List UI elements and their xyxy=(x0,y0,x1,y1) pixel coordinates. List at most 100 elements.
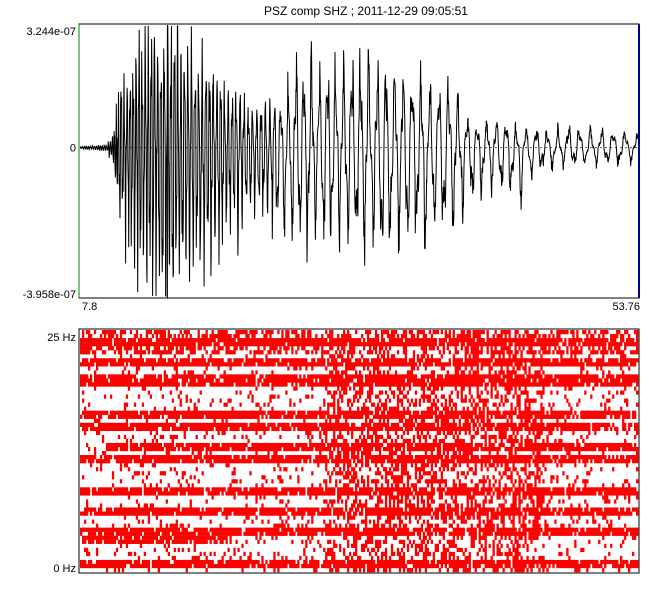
spectrogram-cell xyxy=(398,523,402,528)
spectrogram-cell xyxy=(177,410,180,415)
spectrogram-cell xyxy=(317,426,320,432)
spectrogram-cell xyxy=(139,426,143,432)
spectrogram-cell xyxy=(376,495,380,500)
spectrogram-cell xyxy=(167,334,170,339)
spectrogram-cell xyxy=(129,362,133,367)
spectrogram-cell xyxy=(297,531,300,536)
spectrogram-cell xyxy=(279,479,282,484)
spectrogram-cell xyxy=(329,507,332,512)
spectrogram-cell xyxy=(155,442,159,448)
spectrogram-cell xyxy=(139,487,143,492)
spectrogram-cell xyxy=(333,430,336,436)
spectrogram-cell xyxy=(99,467,103,472)
spectrogram-cell xyxy=(362,342,366,347)
spectrogram-cell xyxy=(80,511,83,516)
spectrogram-cell xyxy=(119,467,123,472)
spectrogram-cell xyxy=(209,358,212,363)
spectrogram-cell xyxy=(109,342,113,347)
spectrogram-cell xyxy=(309,491,312,496)
spectrogram-cell xyxy=(127,426,131,432)
spectrogram-cell xyxy=(115,491,119,496)
spectrogram-cell xyxy=(265,446,268,452)
spectrogram-cell xyxy=(357,503,360,508)
spectrogram-cell xyxy=(165,455,168,460)
spectrogram-cell xyxy=(211,527,214,532)
spectrogram-cell xyxy=(307,519,310,524)
spectrogram-cell xyxy=(378,434,382,440)
spectrogram-cell xyxy=(227,491,230,496)
spectrogram-cell xyxy=(117,338,121,343)
spectrogram-cell xyxy=(167,362,170,367)
spectrogram-cell xyxy=(261,555,264,561)
spectrogram-cell xyxy=(199,511,202,516)
spectrogram-cell xyxy=(400,463,404,468)
spectrogram-cell xyxy=(153,455,157,460)
spectrogram-cell xyxy=(207,374,210,379)
spectrogram-cell xyxy=(179,374,182,379)
spectrogram-cell xyxy=(231,491,234,496)
spectrogram-cell xyxy=(135,382,139,387)
spectrogram-cell xyxy=(293,559,296,565)
spectrogram-cell xyxy=(299,422,302,427)
spectrogram-cell xyxy=(406,410,410,415)
spectrogram-cell xyxy=(321,374,324,379)
spectrogram-cell xyxy=(301,414,304,419)
spectrogram-cell xyxy=(319,543,322,548)
spectrogram-cell xyxy=(83,535,87,540)
spectrogram-cell xyxy=(201,410,204,415)
spectrogram-cell xyxy=(257,446,260,452)
spectrogram-cell xyxy=(121,507,125,512)
spectrogram-cell xyxy=(261,358,264,363)
spectrogram-cell xyxy=(161,342,164,347)
spectrogram-cell xyxy=(235,330,238,335)
spectrogram-cell xyxy=(414,551,418,557)
spectrogram-cell xyxy=(291,382,294,387)
spectrogram-cell xyxy=(133,346,137,351)
spectrogram-cell xyxy=(185,459,188,464)
spectrogram-cell xyxy=(241,507,244,512)
spectrogram-cell xyxy=(125,511,129,516)
spectrogram-cell xyxy=(95,523,99,528)
spectrogram-cell xyxy=(253,491,256,496)
spectrogram-cell xyxy=(191,342,194,347)
spectrogram-cell xyxy=(179,390,182,395)
spectrogram-cell xyxy=(81,330,85,335)
spectrogram-cell xyxy=(366,426,370,432)
spectrogram-cell xyxy=(197,535,200,540)
spectrogram-cell xyxy=(167,442,170,448)
spectrogram-cell xyxy=(179,455,182,460)
spectrogram-cell xyxy=(245,442,248,448)
spectrogram-cell xyxy=(349,515,352,520)
spectrogram-cell xyxy=(197,398,200,403)
spectrogram-cell xyxy=(233,455,236,460)
spectrogram-cell xyxy=(101,527,105,532)
spectrogram-cell xyxy=(339,511,342,516)
spectrogram-cell xyxy=(81,487,85,492)
spectrogram-cell xyxy=(259,374,262,379)
spectrogram-cell xyxy=(141,455,145,460)
spectrogram-cell xyxy=(179,531,182,536)
spectrogram-cell xyxy=(327,523,330,528)
spectrogram-cell xyxy=(271,406,274,411)
spectrogram-cell xyxy=(331,471,334,476)
spectrogram-cell xyxy=(384,342,388,347)
spectrogram-cell xyxy=(331,551,334,557)
spectrogram-cell xyxy=(197,507,200,512)
spectrogram-cell xyxy=(207,487,210,492)
spectrogram-cell xyxy=(343,455,346,460)
spectrogram-cell xyxy=(227,414,230,419)
spectrogram-cell xyxy=(251,491,254,496)
spectrogram-cell xyxy=(353,451,356,456)
spectrogram-cell xyxy=(384,567,388,573)
spectrogram-cell xyxy=(217,338,220,343)
spectrogram-cell xyxy=(301,531,304,536)
spectrogram-cell xyxy=(271,455,274,460)
spectrogram-cell xyxy=(189,378,192,383)
spectrogram-cell xyxy=(80,487,83,492)
spectrogram-cell xyxy=(351,414,354,419)
spectrogram-cell xyxy=(378,446,382,452)
spectrogram-cell xyxy=(303,459,306,464)
spectrogram-cell xyxy=(119,342,123,347)
spectrogram-cell xyxy=(255,531,258,536)
spectrogram-cell xyxy=(193,338,196,343)
